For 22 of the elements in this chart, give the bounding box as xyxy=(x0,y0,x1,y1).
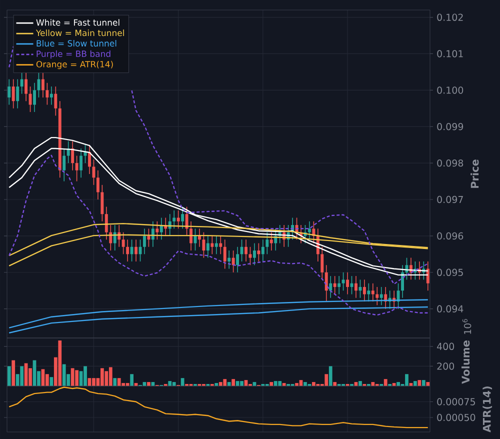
y-tick-label: 0.097 xyxy=(437,196,463,204)
y-axis-title: Volume xyxy=(462,340,470,384)
y-tick-label: 0.096 xyxy=(437,232,464,240)
y-tick-label: 0.099 xyxy=(437,123,464,130)
text: 10$^{6}$ xyxy=(462,319,472,334)
y-tick-label: 0.094 xyxy=(437,305,464,312)
y-tick-label: 400 xyxy=(437,342,454,350)
y-axis-title: ATR(14) xyxy=(482,386,492,432)
y-tick-label: 200 xyxy=(437,362,454,370)
text: Orange = ATR(14) xyxy=(36,60,113,70)
legend-label: Blue = Slow tunnel xyxy=(36,40,116,47)
y-tick-label: 0.00075 xyxy=(437,398,475,406)
legend-label: Purple = BB band xyxy=(36,50,110,59)
y-tick-label: 0.095 xyxy=(437,268,463,276)
y-tick-label: 0.100 xyxy=(437,86,464,94)
legend-label: White = Fast tunnel xyxy=(36,19,120,26)
y-tick-label: 0.098 xyxy=(437,159,464,167)
y-axis-title: Price xyxy=(470,160,479,188)
y-tick-label: 0.101 xyxy=(437,50,463,58)
y-tick-label: 0.00050 xyxy=(437,414,476,422)
y-tick-label: 0.102 xyxy=(437,14,463,21)
legend-label: Yellow = Main tunnel xyxy=(36,30,124,36)
